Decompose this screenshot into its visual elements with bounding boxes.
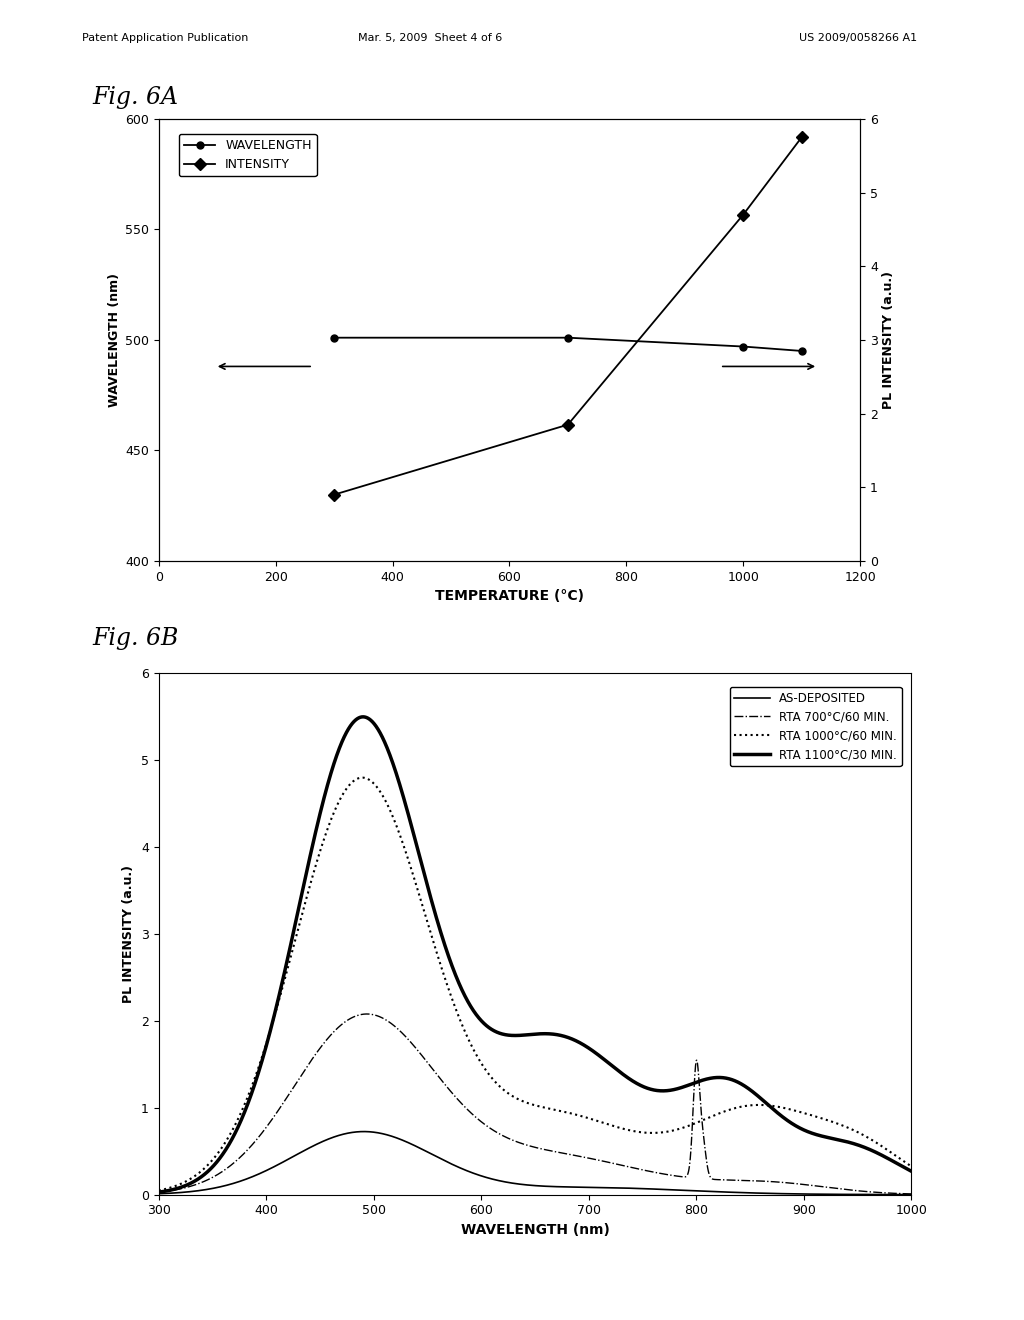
Line: RTA 1100°C/30 MIN.: RTA 1100°C/30 MIN.: [159, 717, 911, 1192]
RTA 1100°C/30 MIN.: [891, 1155, 903, 1171]
RTA 700°C/60 MIN.: [905, 1185, 918, 1201]
RTA 1100°C/30 MIN.: [239, 1104, 251, 1119]
X-axis label: TEMPERATURE (°C): TEMPERATURE (°C): [435, 589, 584, 603]
RTA 1100°C/30 MIN.: [283, 944, 295, 960]
Y-axis label: PL INTENSITY (a.u.): PL INTENSITY (a.u.): [123, 865, 135, 1003]
RTA 1100°C/30 MIN.: [474, 1011, 486, 1027]
Line: RTA 1000°C/60 MIN.: RTA 1000°C/60 MIN.: [159, 777, 911, 1191]
RTA 700°C/60 MIN.: [810, 1177, 822, 1193]
AS-DEPOSITED: [239, 1172, 251, 1188]
Legend: WAVELENGTH, INTENSITY: WAVELENGTH, INTENSITY: [179, 133, 316, 176]
AS-DEPOSITED: [891, 1187, 903, 1203]
AS-DEPOSITED: [357, 1123, 370, 1139]
RTA 700°C/60 MIN.: [360, 1006, 373, 1022]
RTA 1000°C/60 MIN.: [356, 770, 369, 785]
RTA 1000°C/60 MIN.: [474, 1053, 486, 1069]
RTA 1100°C/30 MIN.: [356, 709, 369, 725]
RTA 1100°C/30 MIN.: [441, 945, 454, 961]
Text: US 2009/0058266 A1: US 2009/0058266 A1: [799, 33, 916, 44]
Text: Fig. 6B: Fig. 6B: [92, 627, 178, 649]
RTA 1000°C/60 MIN.: [239, 1097, 251, 1113]
Y-axis label: PL INTENSITY (a.u.): PL INTENSITY (a.u.): [882, 271, 895, 409]
RTA 700°C/60 MIN.: [239, 1144, 251, 1160]
RTA 700°C/60 MIN.: [441, 1080, 454, 1096]
RTA 700°C/60 MIN.: [153, 1184, 165, 1200]
AS-DEPOSITED: [905, 1187, 918, 1203]
RTA 1000°C/60 MIN.: [810, 1109, 822, 1125]
RTA 1100°C/30 MIN.: [810, 1126, 822, 1142]
RTA 1000°C/60 MIN.: [283, 954, 295, 970]
X-axis label: WAVELENGTH (nm): WAVELENGTH (nm): [461, 1222, 609, 1237]
AS-DEPOSITED: [153, 1185, 165, 1201]
Legend: AS-DEPOSITED, RTA 700°C/60 MIN., RTA 1000°C/60 MIN., RTA 1100°C/30 MIN.: AS-DEPOSITED, RTA 700°C/60 MIN., RTA 100…: [730, 686, 902, 766]
RTA 1000°C/60 MIN.: [905, 1159, 918, 1175]
AS-DEPOSITED: [474, 1168, 486, 1184]
RTA 1000°C/60 MIN.: [153, 1183, 165, 1199]
Line: AS-DEPOSITED: AS-DEPOSITED: [159, 1131, 911, 1195]
RTA 700°C/60 MIN.: [283, 1086, 295, 1102]
Text: Patent Application Publication: Patent Application Publication: [82, 33, 248, 44]
Y-axis label: WAVELENGTH (nm): WAVELENGTH (nm): [108, 273, 121, 407]
RTA 1100°C/30 MIN.: [153, 1184, 165, 1200]
RTA 1100°C/30 MIN.: [905, 1163, 918, 1179]
Text: Mar. 5, 2009  Sheet 4 of 6: Mar. 5, 2009 Sheet 4 of 6: [358, 33, 502, 44]
AS-DEPOSITED: [441, 1154, 454, 1170]
RTA 1000°C/60 MIN.: [891, 1148, 903, 1164]
Text: Fig. 6A: Fig. 6A: [92, 86, 178, 108]
Line: RTA 700°C/60 MIN.: RTA 700°C/60 MIN.: [159, 1014, 911, 1193]
RTA 700°C/60 MIN.: [474, 1113, 486, 1129]
AS-DEPOSITED: [283, 1151, 295, 1167]
AS-DEPOSITED: [810, 1187, 822, 1203]
RTA 1000°C/60 MIN.: [441, 978, 454, 994]
RTA 700°C/60 MIN.: [891, 1185, 903, 1201]
